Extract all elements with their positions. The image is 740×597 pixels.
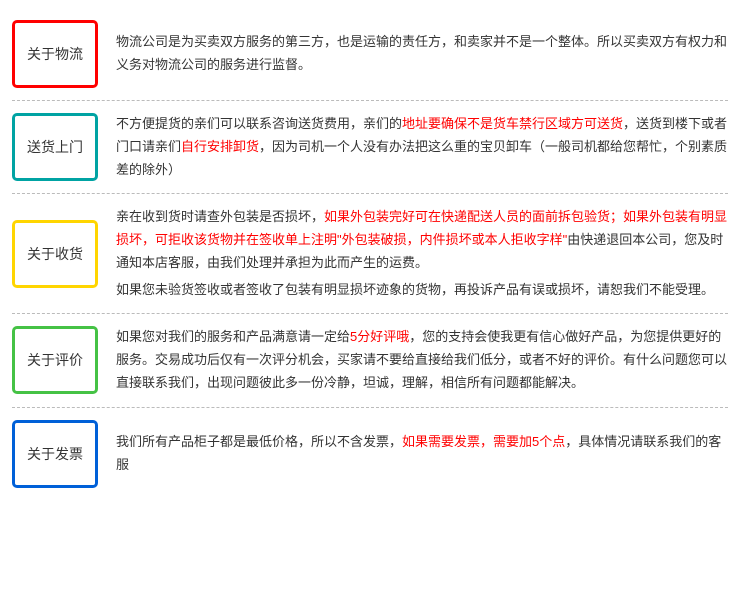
badge-label: 关于物流	[27, 44, 83, 64]
paragraph: 亲在收到货时请查外包装是否损坏，如果外包装完好可在快递配送人员的面前拆包验货；如…	[116, 206, 728, 274]
badge-review: 关于评价	[12, 326, 98, 394]
body-text: 如果您对我们的服务和产品满意请一定给	[116, 329, 350, 344]
highlight-text: 自行安排卸货	[181, 139, 259, 154]
paragraph: 不方便提货的亲们可以联系咨询送货费用，亲们的地址要确保不是货车禁行区域方可送货，…	[116, 113, 728, 181]
section-invoice: 关于发票 我们所有产品柜子都是最低价格，所以不含发票，如果需要发票，需要加5个点，…	[12, 408, 728, 500]
highlight-text: 地址要确保不是货车禁行区域方可送货	[402, 116, 623, 131]
paragraph: 如果您对我们的服务和产品满意请一定给5分好评哦，您的支持会使我更有信心做好产品，…	[116, 326, 728, 394]
badge-receiving: 关于收货	[12, 220, 98, 288]
content-invoice: 我们所有产品柜子都是最低价格，所以不含发票，如果需要发票，需要加5个点，具体情况…	[116, 431, 728, 477]
badge-label: 关于发票	[27, 444, 83, 464]
badge-logistics: 关于物流	[12, 20, 98, 88]
section-receiving: 关于收货 亲在收到货时请查外包装是否损坏，如果外包装完好可在快递配送人员的面前拆包…	[12, 194, 728, 313]
paragraph: 如果您未验货签收或者签收了包装有明显损坏迹象的货物，再投诉产品有误或损坏，请恕我…	[116, 279, 728, 302]
content-delivery: 不方便提货的亲们可以联系咨询送货费用，亲们的地址要确保不是货车禁行区域方可送货，…	[116, 113, 728, 181]
section-delivery: 送货上门 不方便提货的亲们可以联系咨询送货费用，亲们的地址要确保不是货车禁行区域方…	[12, 101, 728, 193]
content-review: 如果您对我们的服务和产品满意请一定给5分好评哦，您的支持会使我更有信心做好产品，…	[116, 326, 728, 394]
paragraph: 物流公司是为买卖双方服务的第三方，也是运输的责任方，和卖家并不是一个整体。所以买…	[116, 31, 728, 77]
paragraph: 我们所有产品柜子都是最低价格，所以不含发票，如果需要发票，需要加5个点，具体情况…	[116, 431, 728, 477]
body-text: 亲在收到货时请查外包装是否损坏，	[116, 209, 324, 224]
highlight-text: 5分好评哦	[350, 329, 409, 344]
content-receiving: 亲在收到货时请查外包装是否损坏，如果外包装完好可在快递配送人员的面前拆包验货；如…	[116, 206, 728, 301]
highlight-text: 如果需要发票，需要加5个点	[402, 434, 565, 449]
badge-label: 关于评价	[27, 350, 83, 370]
section-review: 关于评价 如果您对我们的服务和产品满意请一定给5分好评哦，您的支持会使我更有信心做…	[12, 314, 728, 406]
body-text: 我们所有产品柜子都是最低价格，所以不含发票，	[116, 434, 402, 449]
body-text: 如果您未验货签收或者签收了包装有明显损坏迹象的货物，再投诉产品有误或损坏，请恕我…	[116, 282, 714, 297]
badge-label: 关于收货	[27, 244, 83, 264]
badge-invoice: 关于发票	[12, 420, 98, 488]
body-text: 物流公司是为买卖双方服务的第三方，也是运输的责任方，和卖家并不是一个整体。所以买…	[116, 34, 727, 72]
section-logistics: 关于物流 物流公司是为买卖双方服务的第三方，也是运输的责任方，和卖家并不是一个整体…	[12, 8, 728, 100]
content-logistics: 物流公司是为买卖双方服务的第三方，也是运输的责任方，和卖家并不是一个整体。所以买…	[116, 31, 728, 77]
badge-delivery: 送货上门	[12, 113, 98, 181]
body-text: 不方便提货的亲们可以联系咨询送货费用，亲们的	[116, 116, 402, 131]
badge-label: 送货上门	[27, 137, 83, 157]
